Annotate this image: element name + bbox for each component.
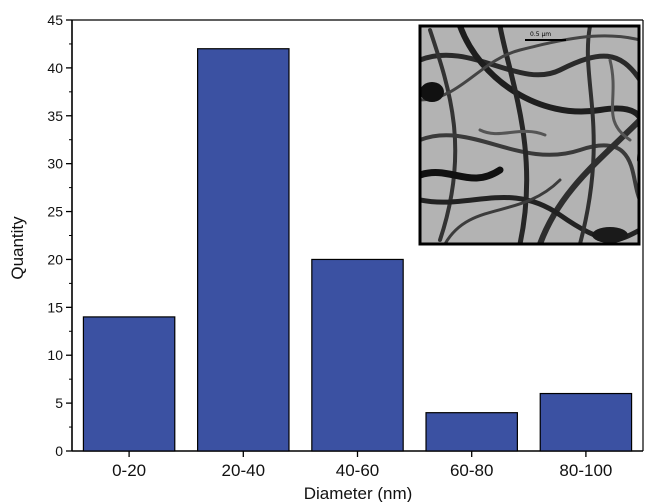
x-tick-label: 80-100 — [559, 461, 612, 480]
x-axis-title: Diameter (nm) — [304, 484, 413, 502]
x-tick-label: 40-60 — [336, 461, 379, 480]
y-axis-title: Quantity — [8, 216, 27, 280]
y-tick-label: 25 — [47, 204, 63, 220]
x-tick-label: 0-20 — [112, 461, 146, 480]
scale-bar-label: 0.5 μm — [530, 31, 551, 38]
bar-60-80 — [425, 412, 518, 452]
tem-micrograph-inset: 0.5 μm — [418, 24, 641, 246]
bar-80-100 — [539, 392, 633, 452]
y-axis-ticks: 0 5 10 15 20 25 30 35 40 45 — [47, 12, 72, 459]
bar-0-20 — [82, 316, 176, 452]
y-tick-label: 35 — [47, 108, 63, 124]
y-tick-label: 30 — [47, 156, 63, 172]
x-tick-label: 60-80 — [450, 461, 493, 480]
bar-20-40 — [197, 48, 290, 452]
y-tick-label: 20 — [47, 251, 63, 267]
x-axis-ticks: 0-20 20-40 40-60 60-80 80-100 — [112, 451, 612, 480]
bars — [82, 48, 633, 452]
y-tick-label: 45 — [47, 12, 63, 28]
bar-40-60 — [311, 258, 404, 452]
y-tick-label: 5 — [55, 395, 63, 411]
y-tick-label: 10 — [47, 347, 63, 363]
y-tick-label: 0 — [55, 443, 63, 459]
y-tick-label: 40 — [47, 60, 63, 76]
y-tick-label: 15 — [47, 299, 63, 315]
x-tick-label: 20-40 — [222, 461, 265, 480]
